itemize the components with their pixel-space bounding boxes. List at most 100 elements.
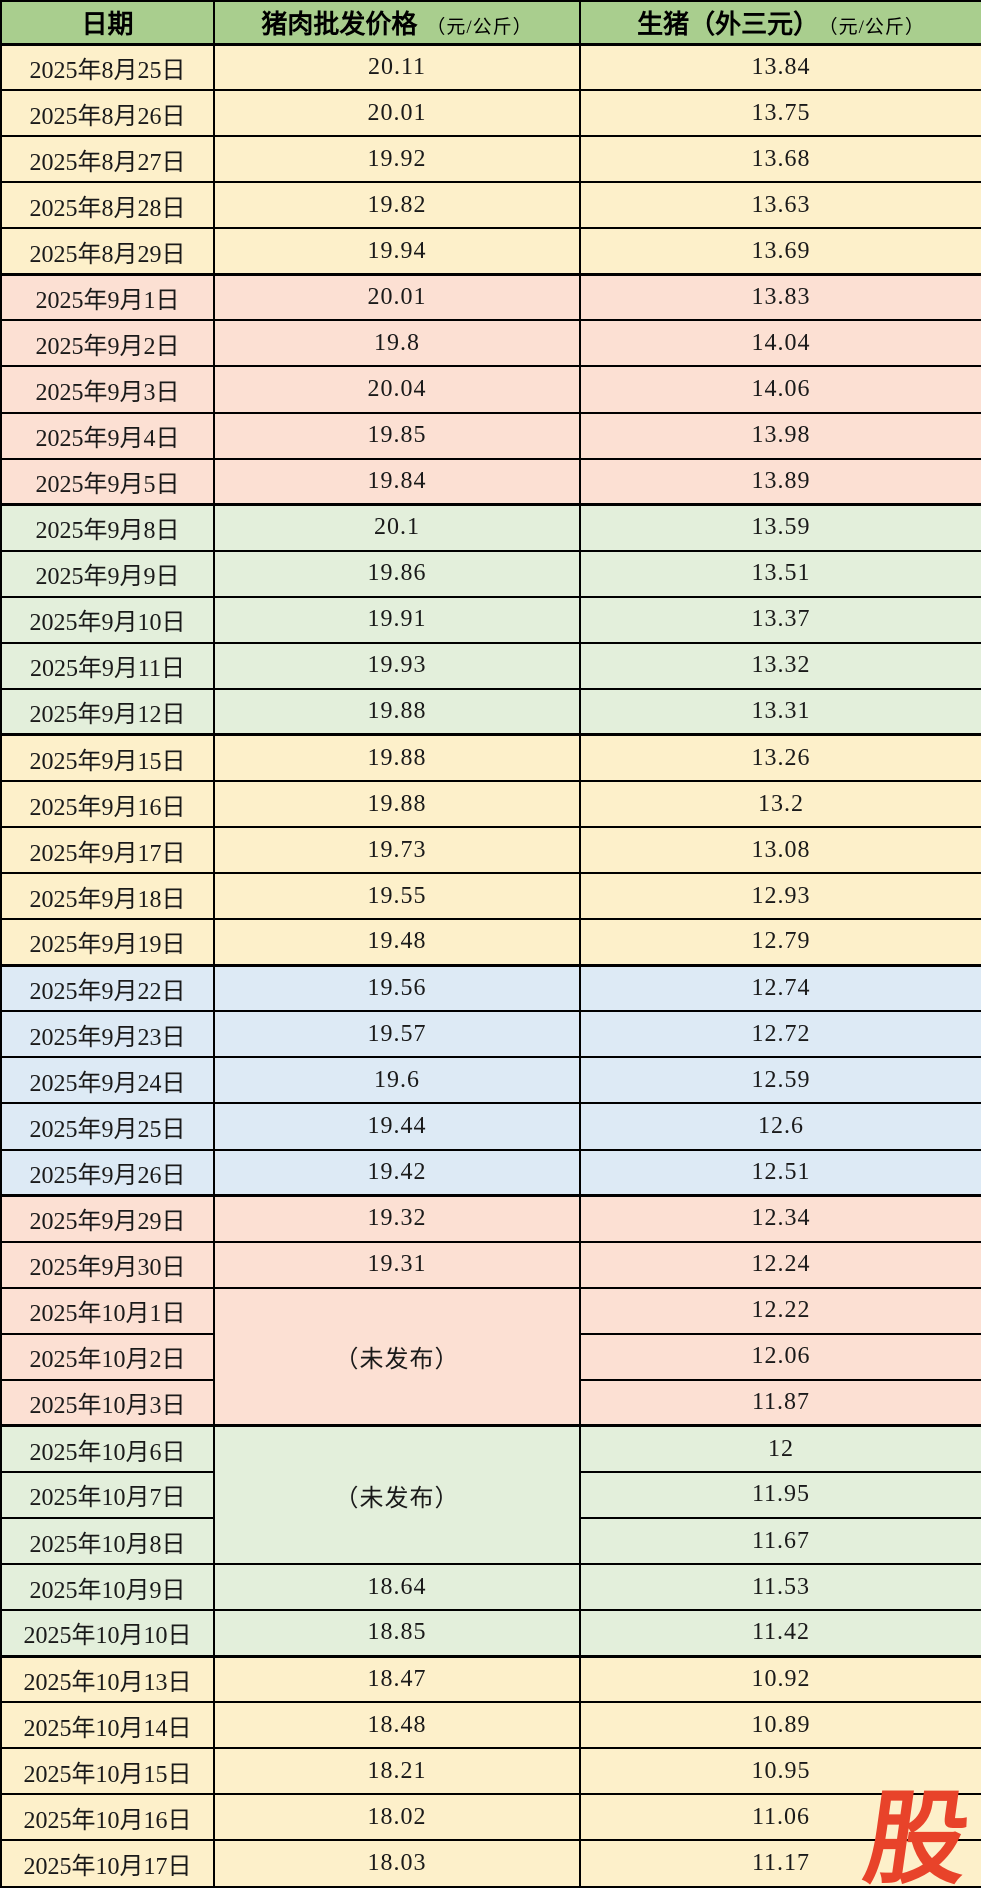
header-pork-unit: （元/公斤） <box>426 16 533 38</box>
table-row: 2025年9月2日 19.8 14.04 <box>0 319 981 368</box>
date-cell: 2025年9月3日 <box>0 365 215 414</box>
pork-price-cell: 19.85 <box>213 411 581 460</box>
pork-price-cell: 19.82 <box>213 181 581 230</box>
pork-price-cell: （未发布） <box>213 1424 581 1566</box>
hog-price-cell: 11.06 <box>579 1793 981 1842</box>
table-row: 2025年10月1日 （未发布） 12.22 <box>0 1286 981 1427</box>
hog-price-cell: 12.79 <box>579 918 981 967</box>
date-cell: 2025年10月17日 <box>0 1839 215 1888</box>
hog-price-cell: 13.31 <box>579 687 981 736</box>
pork-price-cell: 19.56 <box>213 963 581 1013</box>
hog-price-cell: 13.83 <box>579 272 981 322</box>
header-hog-column: 生猪（外三元） （元/公斤） <box>579 0 981 46</box>
hog-price-cell: 11.95 <box>579 1470 981 1520</box>
pork-price-cell: 20.01 <box>213 89 581 138</box>
pork-price-cell: （未发布） <box>213 1286 581 1427</box>
hog-price-cell: 12 <box>579 1424 981 1473</box>
date-cell: 2025年9月29日 <box>0 1194 215 1243</box>
hog-price-cell: 10.95 <box>579 1747 981 1796</box>
table-row: 2025年9月29日 19.32 12.34 <box>0 1194 981 1243</box>
table-row: 2025年9月1日 20.01 13.83 <box>0 272 981 322</box>
pork-price-cell: 18.47 <box>213 1654 581 1704</box>
date-cell: 2025年9月10日 <box>0 595 215 644</box>
date-cell: 2025年9月2日 <box>0 319 215 368</box>
header-pork-label: 猪肉批发价格 <box>261 9 418 39</box>
date-cell: 2025年10月3日 <box>0 1378 215 1427</box>
table-row: 2025年9月26日 19.42 12.51 <box>0 1148 981 1197</box>
pork-price-cell: 18.64 <box>213 1563 581 1612</box>
header-date-label: 日期 <box>81 9 134 39</box>
pork-price-cell: 19.8 <box>213 319 581 368</box>
hog-price-cell: 13.37 <box>579 595 981 644</box>
pork-price-cell: 19.31 <box>213 1240 581 1289</box>
pork-price-cell: 18.85 <box>213 1609 581 1658</box>
pork-price-cell: 20.1 <box>213 503 581 552</box>
table-row: 2025年9月18日 19.55 12.93 <box>0 872 981 921</box>
date-cell: 2025年8月25日 <box>0 42 215 92</box>
pork-price-cell: 19.84 <box>213 457 581 506</box>
hog-price-cell: 13.2 <box>579 779 981 829</box>
hog-price-cell: 12.24 <box>579 1240 981 1289</box>
hog-price-cell: 13.68 <box>579 135 981 184</box>
table-row: 2025年9月17日 19.73 13.08 <box>0 826 981 875</box>
table-row: 2025年8月28日 19.82 13.63 <box>0 181 981 230</box>
table-row: 2025年10月6日 （未发布） 12 <box>0 1424 981 1566</box>
pork-price-cell: 19.86 <box>213 549 581 598</box>
header-hog-unit: （元/公斤） <box>828 16 925 38</box>
hog-price-cell: 12.06 <box>579 1332 981 1381</box>
table-row: 2025年9月22日 19.56 12.74 <box>0 963 981 1013</box>
header-row: 日期 猪肉批发价格 （元/公斤） 生猪（外三元） （元/公斤） <box>0 0 981 46</box>
hog-price-cell: 13.63 <box>579 181 981 230</box>
hog-price-cell: 12.93 <box>579 872 981 921</box>
date-cell: 2025年9月18日 <box>0 872 215 921</box>
pork-price-cell: 19.57 <box>213 1010 581 1059</box>
date-cell: 2025年9月30日 <box>0 1240 215 1289</box>
hog-price-cell: 12.59 <box>579 1056 981 1105</box>
date-cell: 2025年9月22日 <box>0 963 215 1013</box>
hog-price-cell: 11.67 <box>579 1516 981 1566</box>
pork-price-cell: 20.11 <box>213 42 581 92</box>
table-row: 2025年9月5日 19.84 13.89 <box>0 457 981 506</box>
table-row: 2025年9月30日 19.31 12.24 <box>0 1240 981 1289</box>
hog-price-cell: 11.17 <box>579 1839 981 1888</box>
hog-price-cell: 13.26 <box>579 733 981 783</box>
header-hog-label: 生猪（外三元） <box>637 9 820 39</box>
date-cell: 2025年9月24日 <box>0 1056 215 1105</box>
date-cell: 2025年10月1日 <box>0 1286 215 1335</box>
pork-price-cell: 19.48 <box>213 918 581 967</box>
pork-price-cell: 19.32 <box>213 1194 581 1243</box>
pork-price-cell: 19.55 <box>213 872 581 921</box>
table-row: 2025年8月26日 20.01 13.75 <box>0 89 981 138</box>
hog-price-cell: 10.92 <box>579 1654 981 1704</box>
pork-price-cell: 18.03 <box>213 1839 581 1888</box>
hog-price-cell: 13.32 <box>579 641 981 690</box>
date-cell: 2025年9月11日 <box>0 641 215 690</box>
date-cell: 2025年9月26日 <box>0 1148 215 1197</box>
pork-price-cell: 18.21 <box>213 1747 581 1796</box>
hog-price-cell: 13.84 <box>579 42 981 92</box>
hog-price-cell: 12.74 <box>579 963 981 1013</box>
pork-price-cell: 19.42 <box>213 1148 581 1197</box>
table-row: 2025年8月29日 19.94 13.69 <box>0 227 981 276</box>
pork-price-cell: 19.88 <box>213 779 581 829</box>
table-row: 2025年9月10日 19.91 13.37 <box>0 595 981 644</box>
hog-price-cell: 11.87 <box>579 1378 981 1427</box>
hog-price-cell: 11.42 <box>579 1609 981 1658</box>
hog-price-cell: 11.53 <box>579 1563 981 1612</box>
pork-price-cell: 19.88 <box>213 687 581 736</box>
table-row: 2025年10月9日 18.64 11.53 <box>0 1563 981 1612</box>
date-cell: 2025年8月29日 <box>0 227 215 276</box>
hog-price-cell: 13.69 <box>579 227 981 276</box>
date-cell: 2025年9月17日 <box>0 826 215 875</box>
date-cell: 2025年10月10日 <box>0 1609 215 1658</box>
hog-price-cell: 12.6 <box>579 1102 981 1151</box>
date-cell: 2025年10月7日 <box>0 1470 215 1520</box>
hog-price-cell: 14.04 <box>579 319 981 368</box>
table-row: 2025年9月23日 19.57 12.72 <box>0 1010 981 1059</box>
hog-price-cell: 13.51 <box>579 549 981 598</box>
pork-price-cell: 19.6 <box>213 1056 581 1105</box>
hog-price-cell: 13.08 <box>579 826 981 875</box>
date-cell: 2025年8月27日 <box>0 135 215 184</box>
table-row: 2025年9月12日 19.88 13.31 <box>0 687 981 736</box>
